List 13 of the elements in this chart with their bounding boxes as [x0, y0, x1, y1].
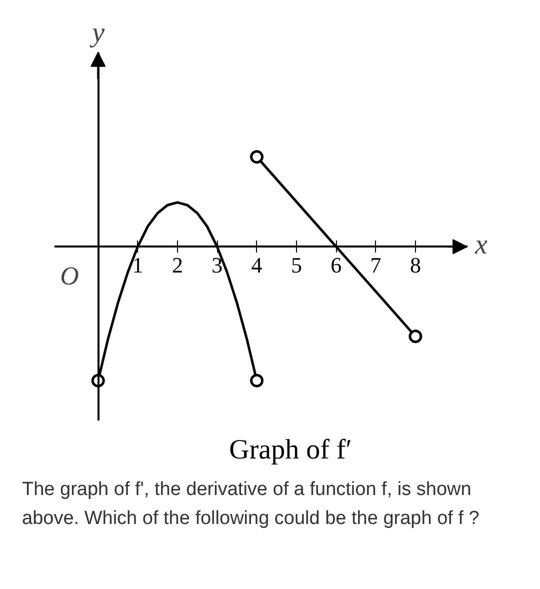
x-tick-label: 2	[172, 252, 183, 278]
text: The graph of f', the derivative of a function f, is shown above. Which of the following could be the graph of f ?	[22, 478, 480, 531]
x-tick-label: 6	[330, 252, 342, 278]
x-tick-label: 7	[370, 252, 382, 278]
annotation: O	[60, 262, 80, 291]
x-tick-label: 8	[410, 252, 421, 278]
x-tick-label: 5	[290, 252, 302, 278]
y-axis-title: y	[89, 17, 106, 48]
text: Graph of f′	[229, 434, 352, 466]
x-tick-label: 4	[251, 252, 262, 278]
x-axis-title: x	[474, 230, 488, 261]
x-tick-label: 1	[132, 252, 144, 278]
x-tick-label: 3	[212, 252, 223, 278]
